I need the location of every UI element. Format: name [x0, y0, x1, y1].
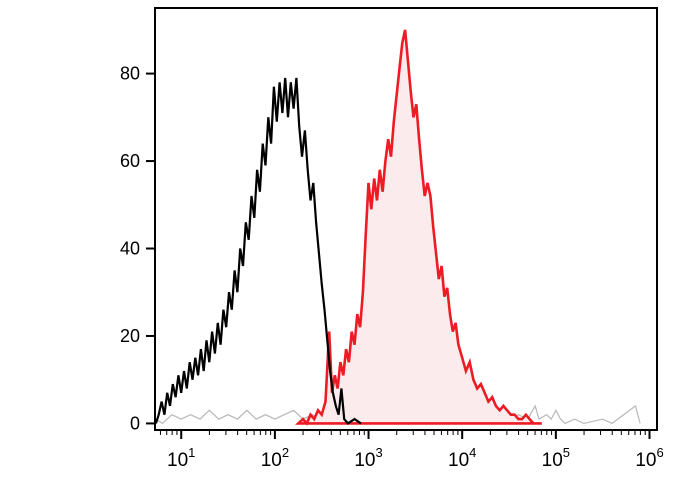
y-tick-label: 60: [120, 151, 140, 171]
y-tick-label: 20: [120, 326, 140, 346]
plot-frame: [154, 7, 658, 431]
y-tick-label: 80: [120, 64, 140, 84]
series-group: [154, 29, 641, 426]
x-tick-label: 104: [448, 445, 476, 471]
series-stained-red: [294, 29, 542, 426]
x-tick-label: 103: [354, 445, 382, 471]
x-tick-label: 102: [261, 445, 289, 471]
x-tick-label: 105: [542, 445, 570, 471]
y-axis-ticks: 0 20 40 60 80: [120, 64, 155, 433]
x-tick-label: 106: [635, 445, 663, 471]
y-tick-label: 40: [120, 239, 140, 259]
y-tick-label: 0: [130, 413, 140, 433]
x-tick-label: 101: [167, 445, 195, 471]
series-control-black: [154, 77, 362, 425]
x-axis-ticks: 101 102 103 104 105 106: [159, 430, 664, 471]
